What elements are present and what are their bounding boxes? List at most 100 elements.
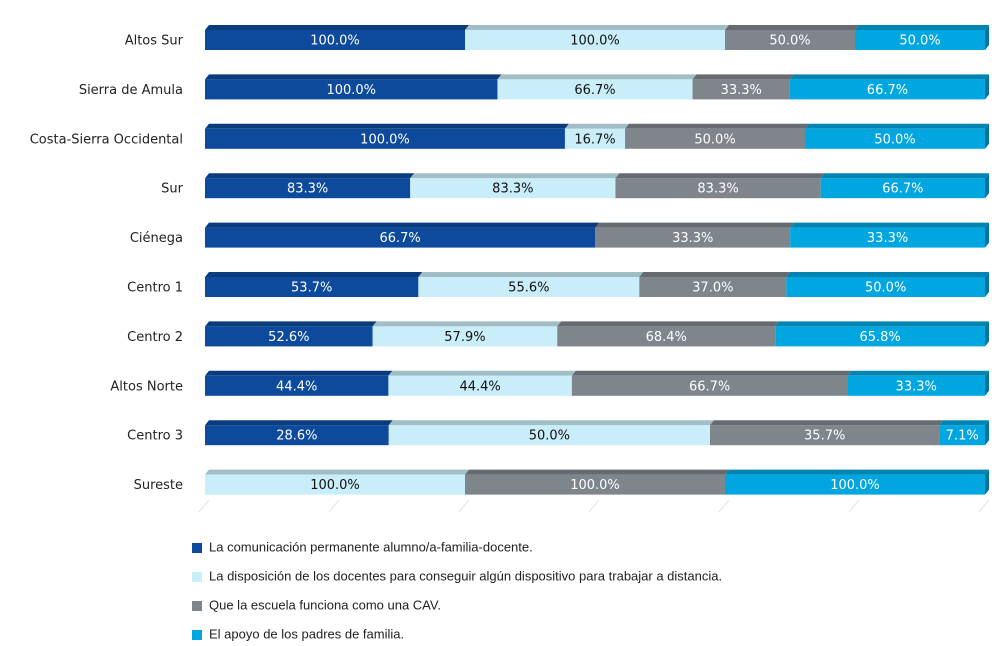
floor-line	[588, 499, 600, 513]
bar-top	[847, 370, 989, 376]
bar-top	[465, 25, 729, 30]
floor-line	[718, 499, 730, 513]
value-label: 83.3%	[287, 182, 328, 197]
value-label: 44.4%	[459, 379, 500, 394]
value-label: 33.3%	[721, 83, 762, 98]
bar	[205, 474, 465, 495]
bar-top	[205, 272, 423, 277]
bar-side	[985, 74, 989, 100]
value-label: 100.0%	[310, 34, 360, 49]
value-label: 50.0%	[865, 281, 906, 296]
value-label: 66.7%	[379, 231, 420, 246]
legend-label: El apoyo de los padres de familia.	[209, 626, 404, 641]
value-label: 83.3%	[492, 182, 533, 197]
value-label: 50.0%	[874, 132, 915, 147]
value-label: 66.7%	[689, 379, 730, 394]
category-label: Centro 3	[127, 429, 183, 444]
value-label: 100.0%	[570, 34, 620, 49]
bar-top	[205, 123, 569, 129]
value-label: 55.6%	[508, 281, 549, 296]
category-label: Sureste	[134, 478, 183, 493]
bar-top	[388, 370, 576, 376]
value-label: 66.7%	[867, 83, 908, 98]
bar	[205, 375, 389, 396]
legend-swatch	[192, 543, 202, 553]
bar	[205, 227, 596, 248]
bar	[557, 326, 776, 347]
bar	[789, 79, 985, 100]
bar-top	[205, 25, 469, 30]
bar	[465, 474, 725, 495]
category-label: Ciénega	[130, 231, 183, 246]
bar-top	[372, 321, 562, 327]
value-label: 68.4%	[646, 330, 687, 345]
bar-top	[805, 123, 989, 129]
value-label: 100.0%	[310, 478, 360, 493]
value-label: 100.0%	[326, 83, 376, 98]
bar	[639, 277, 787, 297]
value-label: 50.0%	[694, 132, 735, 147]
bar-top	[205, 420, 393, 426]
bar-top	[205, 74, 502, 80]
bar	[564, 128, 626, 149]
category-label: Sur	[161, 182, 183, 197]
bar-top	[710, 420, 944, 426]
bar-side	[985, 123, 989, 149]
bar-top	[625, 123, 810, 129]
category-label: Altos Sur	[125, 34, 184, 49]
value-label: 57.9%	[444, 330, 485, 345]
value-label: 33.3%	[867, 231, 908, 246]
category-label: Costa-Sierra Occidental	[30, 132, 183, 147]
value-label: 50.0%	[899, 34, 940, 49]
bar-top	[615, 173, 825, 179]
bar	[786, 277, 985, 297]
legend-swatch	[192, 630, 202, 640]
bar-top	[790, 222, 989, 228]
floor-grid	[198, 499, 990, 513]
floor-line	[458, 499, 470, 513]
bar	[388, 375, 572, 396]
value-label: 44.4%	[276, 379, 317, 394]
value-label: 37.0%	[692, 281, 733, 296]
bar	[571, 375, 848, 396]
bar-top	[725, 469, 989, 475]
bar	[205, 326, 373, 347]
value-label: 52.6%	[268, 330, 309, 345]
bar-side	[985, 370, 989, 396]
value-label: 66.7%	[574, 83, 615, 98]
bar-side	[985, 420, 989, 446]
value-label: 100.0%	[570, 478, 620, 493]
value-label: 50.0%	[769, 34, 810, 49]
bar	[855, 30, 985, 50]
bar-side	[985, 321, 989, 347]
value-label: 66.7%	[882, 182, 923, 197]
floor-line	[978, 499, 990, 513]
category-label: Centro 1	[127, 281, 183, 296]
value-label: 100.0%	[360, 132, 410, 147]
bar-top	[820, 173, 989, 179]
bar	[692, 79, 790, 100]
bar-top	[388, 420, 715, 426]
bar	[725, 30, 855, 50]
bar	[418, 277, 640, 297]
category-label: Centro 2	[127, 330, 183, 345]
value-label: 100.0%	[830, 478, 880, 493]
bar-top	[855, 25, 989, 30]
bar	[205, 178, 411, 199]
bar-top	[786, 272, 989, 277]
bar-side	[985, 469, 989, 495]
bar	[710, 425, 940, 446]
value-label: 53.7%	[291, 281, 332, 296]
bar	[388, 425, 711, 446]
bar	[497, 79, 693, 100]
bar-top	[465, 469, 729, 475]
bar	[847, 375, 985, 396]
legend-swatch	[192, 572, 202, 582]
floor-line	[198, 499, 210, 513]
bar	[410, 178, 616, 199]
bar-top	[775, 321, 989, 327]
bar	[775, 326, 985, 347]
legend-swatch	[192, 601, 202, 611]
bar-top	[205, 469, 469, 475]
bar-top	[205, 173, 415, 179]
